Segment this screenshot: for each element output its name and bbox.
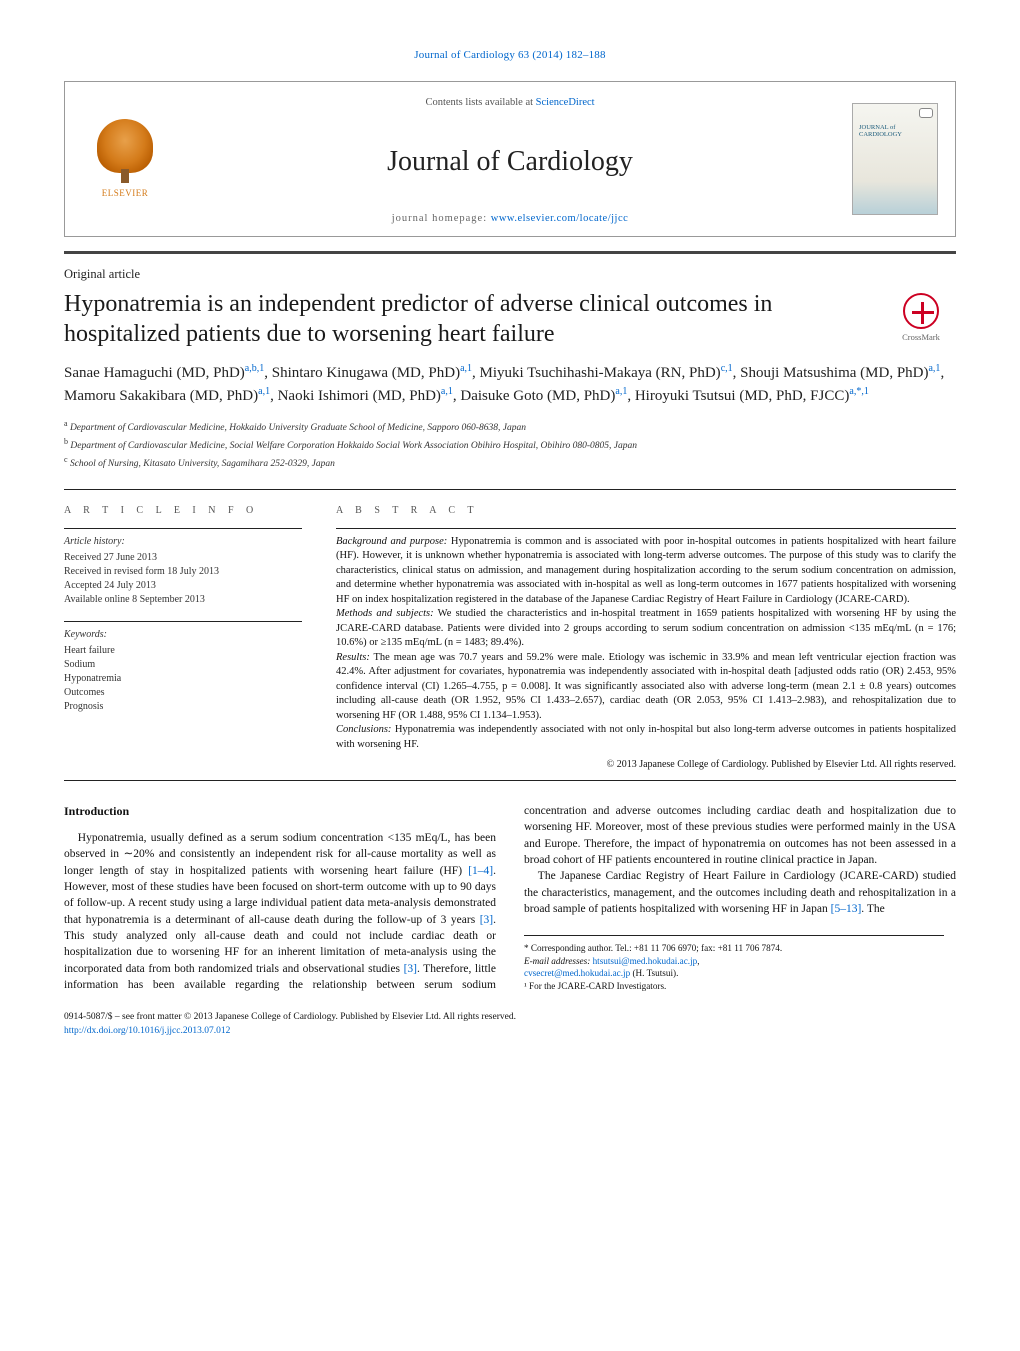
article-info-heading: a r t i c l e i n f o xyxy=(64,504,302,518)
doi-link[interactable]: http://dx.doi.org/10.1016/j.jjcc.2013.07… xyxy=(64,1026,230,1036)
keywords-heading: Keywords: xyxy=(64,628,302,642)
abs-bg-label: Background and purpose: xyxy=(336,536,447,547)
abstract-rule xyxy=(64,780,956,781)
publisher-logo-cell: ELSEVIER xyxy=(65,82,185,236)
ref-link-3a[interactable]: [3] xyxy=(480,914,493,926)
ref-link-1-4[interactable]: [1–4] xyxy=(468,865,493,877)
email-line: E-mail addresses: htsutsui@med.hokudai.a… xyxy=(524,955,944,967)
history-online: Available online 8 September 2013 xyxy=(64,593,302,607)
abs-concl-text: Hyponatremia was independently associate… xyxy=(336,724,956,749)
affiliation-list: a Department of Cardiovascular Medicine,… xyxy=(64,418,956,472)
crossmark-label: CrossMark xyxy=(902,332,940,343)
history-received: Received 27 June 2013 xyxy=(64,551,302,565)
body-p2: The Japanese Cardiac Registry of Heart F… xyxy=(524,868,956,917)
abs-results-text: The mean age was 70.7 years and 59.2% we… xyxy=(336,652,956,721)
article-history-heading: Article history: xyxy=(64,535,302,549)
history-accepted: Accepted 24 July 2013 xyxy=(64,579,302,593)
abstract-body: Background and purpose: Hyponatremia is … xyxy=(336,528,956,772)
corr-author-note: * Corresponding author. Tel.: +81 11 706… xyxy=(524,942,944,954)
abs-copyright: © 2013 Japanese College of Cardiology. P… xyxy=(336,758,956,772)
contents-prefix: Contents lists available at xyxy=(425,97,535,108)
keyword-item: Prognosis xyxy=(64,700,302,714)
author-list: Sanae Hamaguchi (MD, PhD)a,b,1, Shintaro… xyxy=(64,362,956,408)
footnotes-block: * Corresponding author. Tel.: +81 11 706… xyxy=(524,935,944,992)
history-revised: Received in revised form 18 July 2013 xyxy=(64,565,302,579)
ref-link-3b[interactable]: [3] xyxy=(404,963,417,975)
affiliation-line: b Department of Cardiovascular Medicine,… xyxy=(64,436,956,454)
crossmark-badge[interactable]: CrossMark xyxy=(886,293,956,343)
abs-results-label: Results: xyxy=(336,652,370,663)
page-footer: 0914-5087/$ – see front matter © 2013 Ja… xyxy=(64,1011,956,1038)
email-link-1[interactable]: htsutsui@med.hokudai.ac.jp xyxy=(593,956,698,966)
intro-heading: Introduction xyxy=(64,803,496,820)
email-tail: (H. Tsutsui). xyxy=(630,968,678,978)
ref-link-5-13[interactable]: [5–13] xyxy=(831,903,862,915)
body-columns: Introduction Hyponatremia, usually defin… xyxy=(64,803,956,993)
journal-homepage-line: journal homepage: www.elsevier.com/locat… xyxy=(193,212,827,226)
footer-copyright: 0914-5087/$ – see front matter © 2013 Ja… xyxy=(64,1011,956,1024)
abs-concl-label: Conclusions: xyxy=(336,724,391,735)
affiliation-line: c School of Nursing, Kitasato University… xyxy=(64,454,956,472)
journal-cover-thumb: JOURNAL ofCARDIOLOGY xyxy=(852,103,938,215)
email-link-2[interactable]: cvsecret@med.hokudai.ac.jp xyxy=(524,968,630,978)
sciencedirect-link[interactable]: ScienceDirect xyxy=(536,97,595,108)
crossmark-icon xyxy=(903,293,939,329)
journal-header-box: ELSEVIER Contents lists available at Sci… xyxy=(64,81,956,237)
keyword-item: Sodium xyxy=(64,658,302,672)
article-type: Original article xyxy=(64,266,956,283)
cover-title: JOURNAL ofCARDIOLOGY xyxy=(859,124,902,138)
journal-cover-cell: JOURNAL ofCARDIOLOGY xyxy=(835,82,955,236)
elsevier-tree-icon xyxy=(97,119,153,173)
journal-homepage-link[interactable]: www.elsevier.com/locate/jjcc xyxy=(491,213,629,224)
running-head: Journal of Cardiology 63 (2014) 182–188 xyxy=(64,48,956,63)
homepage-prefix: journal homepage: xyxy=(392,213,491,224)
elsevier-logo: ELSEVIER xyxy=(90,119,160,199)
keyword-item: Outcomes xyxy=(64,686,302,700)
title-rule xyxy=(64,489,956,490)
email-label: E-mail addresses: xyxy=(524,956,593,966)
header-rule xyxy=(64,251,956,254)
article-history-block: Article history: Received 27 June 2013 R… xyxy=(64,528,302,607)
journal-header-mid: Contents lists available at ScienceDirec… xyxy=(185,82,835,236)
article-info-column: a r t i c l e i n f o Article history: R… xyxy=(64,504,302,772)
abstract-heading: a b s t r a c t xyxy=(336,504,956,518)
keywords-block: Keywords: Heart failureSodiumHyponatremi… xyxy=(64,621,302,714)
keyword-item: Heart failure xyxy=(64,644,302,658)
article-title: Hyponatremia is an independent predictor… xyxy=(64,289,874,350)
contents-lists-line: Contents lists available at ScienceDirec… xyxy=(193,96,827,110)
affiliation-line: a Department of Cardiovascular Medicine,… xyxy=(64,418,956,436)
cover-badge-icon xyxy=(919,108,933,118)
journal-name: Journal of Cardiology xyxy=(193,143,827,181)
investigator-note: ¹ For the JCARE-CARD Investigators. xyxy=(524,980,944,992)
keyword-item: Hyponatremia xyxy=(64,672,302,686)
abs-methods-label: Methods and subjects: xyxy=(336,608,434,619)
elsevier-label: ELSEVIER xyxy=(102,187,149,199)
abstract-column: a b s t r a c t Background and purpose: … xyxy=(336,504,956,772)
